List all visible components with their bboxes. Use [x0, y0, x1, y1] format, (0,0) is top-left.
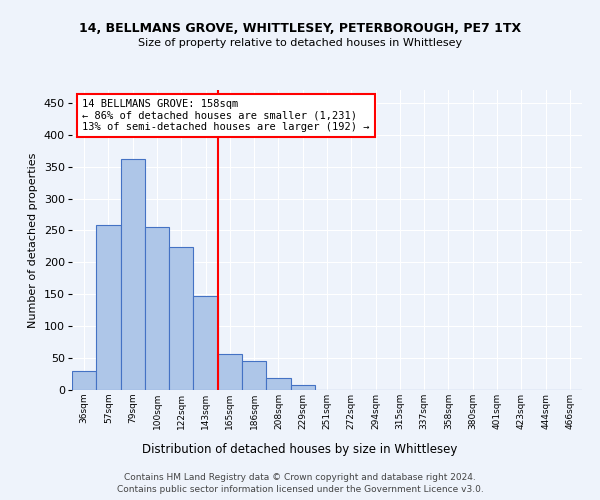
Bar	[72, 371, 96, 390]
Text: Size of property relative to detached houses in Whittlesey: Size of property relative to detached ho…	[138, 38, 462, 48]
Bar	[145, 227, 169, 390]
Bar	[218, 354, 242, 390]
Text: 14 BELLMANS GROVE: 158sqm
← 86% of detached houses are smaller (1,231)
13% of se: 14 BELLMANS GROVE: 158sqm ← 86% of detac…	[82, 99, 370, 132]
Bar	[96, 226, 121, 390]
Bar	[169, 247, 193, 390]
Bar	[242, 360, 266, 390]
Y-axis label: Number of detached properties: Number of detached properties	[28, 152, 38, 328]
Text: Contains public sector information licensed under the Government Licence v3.0.: Contains public sector information licen…	[116, 485, 484, 494]
Bar	[193, 296, 218, 390]
Text: 14, BELLMANS GROVE, WHITTLESEY, PETERBOROUGH, PE7 1TX: 14, BELLMANS GROVE, WHITTLESEY, PETERBOR…	[79, 22, 521, 36]
Text: Distribution of detached houses by size in Whittlesey: Distribution of detached houses by size …	[142, 442, 458, 456]
Bar	[121, 159, 145, 390]
Bar	[290, 385, 315, 390]
Bar	[266, 378, 290, 390]
Text: Contains HM Land Registry data © Crown copyright and database right 2024.: Contains HM Land Registry data © Crown c…	[124, 472, 476, 482]
